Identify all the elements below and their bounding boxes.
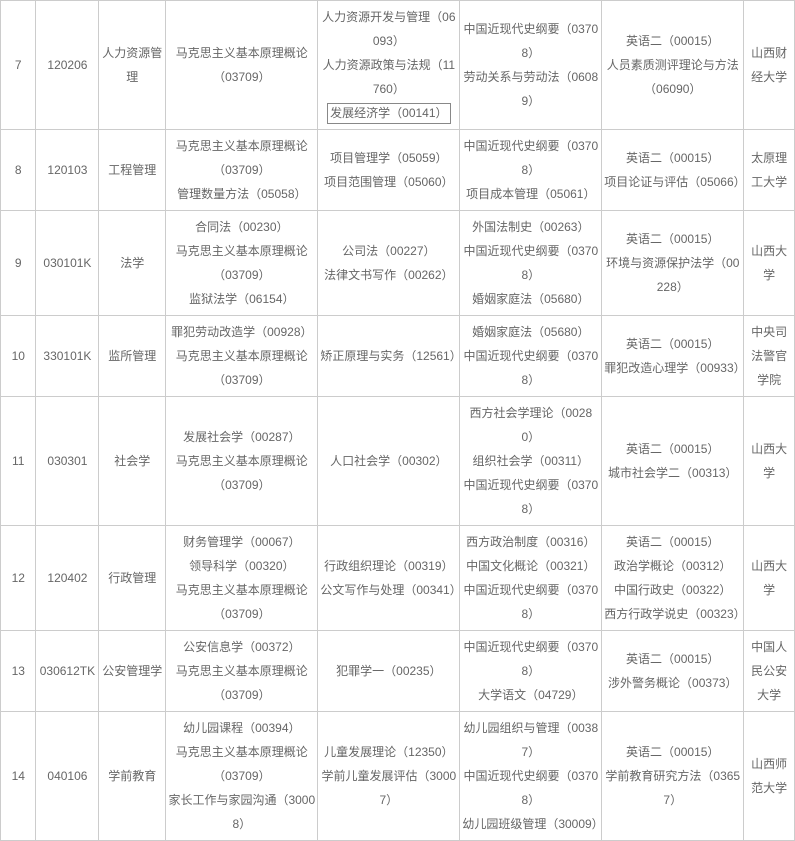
table-cell: 合同法（00230）马克思主义基本原理概论（03709）监狱法学（06154）	[166, 211, 318, 316]
table-cell: 社会学	[99, 397, 166, 526]
table-cell: 行政管理	[99, 526, 166, 631]
table-row: 8120103工程管理马克思主义基本原理概论（03709）管理数量方法（0505…	[1, 130, 795, 211]
table-cell: 7	[1, 1, 36, 130]
table-cell: 马克思主义基本原理概论（03709）	[166, 1, 318, 130]
table-row: 9030101K法学合同法（00230）马克思主义基本原理概论（03709）监狱…	[1, 211, 795, 316]
table-cell: 英语二（00015）环境与资源保护法学（00228）	[602, 211, 744, 316]
table-cell: 英语二（00015）涉外警务概论（00373）	[602, 631, 744, 712]
table-cell: 英语二（00015）政治学概论（00312）中国行政史（00322）西方行政学说…	[602, 526, 744, 631]
table-cell: 财务管理学（00067）领导科学（00320）马克思主义基本原理概论（03709…	[166, 526, 318, 631]
table-cell: 监所管理	[99, 316, 166, 397]
table-cell: 英语二（00015）城市社会学二（00313）	[602, 397, 744, 526]
table-cell: 西方社会学理论（00280）组织社会学（00311）中国近现代史纲要（03708…	[460, 397, 602, 526]
table-cell: 人口社会学（00302）	[318, 397, 460, 526]
table-cell: 14	[1, 712, 36, 841]
table-row: 13030612TK公安管理学公安信息学（00372）马克思主义基本原理概论（0…	[1, 631, 795, 712]
table-cell: 外国法制史（00263）中国近现代史纲要（03708）婚姻家庭法（05680）	[460, 211, 602, 316]
table-cell: 030612TK	[36, 631, 99, 712]
table-cell: 040106	[36, 712, 99, 841]
table-cell: 中国近现代史纲要（03708）大学语文（04729）	[460, 631, 602, 712]
table-cell: 330101K	[36, 316, 99, 397]
table-cell: 公安管理学	[99, 631, 166, 712]
table-cell: 幼儿园课程（00394）马克思主义基本原理概论（03709）家长工作与家园沟通（…	[166, 712, 318, 841]
table-row: 11030301社会学发展社会学（00287）马克思主义基本原理概论（03709…	[1, 397, 795, 526]
table-cell: 公司法（00227）法律文书写作（00262）	[318, 211, 460, 316]
table-cell: 英语二（00015）罪犯改造心理学（00933）	[602, 316, 744, 397]
table-cell: 120103	[36, 130, 99, 211]
table-cell: 工程管理	[99, 130, 166, 211]
table-cell: 山西大学	[744, 211, 795, 316]
table-cell: 13	[1, 631, 36, 712]
table-cell: 山西大学	[744, 526, 795, 631]
table-cell: 西方政治制度（00316）中国文化概论（00321）中国近现代史纲要（03708…	[460, 526, 602, 631]
table-cell: 10	[1, 316, 36, 397]
table-cell: 山西大学	[744, 397, 795, 526]
table-row: 10330101K监所管理罪犯劳动改造学（00928）马克思主义基本原理概论（0…	[1, 316, 795, 397]
table-cell: 120206	[36, 1, 99, 130]
table-cell: 120402	[36, 526, 99, 631]
table-cell: 英语二（00015）项目论证与评估（05066）	[602, 130, 744, 211]
table-cell: 030101K	[36, 211, 99, 316]
table-cell: 婚姻家庭法（05680）中国近现代史纲要（03708）	[460, 316, 602, 397]
table-cell: 英语二（00015）学前教育研究方法（03657）	[602, 712, 744, 841]
table-cell: 中国人民公安大学	[744, 631, 795, 712]
table-cell: 11	[1, 397, 36, 526]
table-row: 14040106学前教育幼儿园课程（00394）马克思主义基本原理概论（0370…	[1, 712, 795, 841]
highlighted-text: 发展经济学（00141）	[328, 104, 449, 123]
table-cell: 8	[1, 130, 36, 211]
table-cell: 030301	[36, 397, 99, 526]
table-cell: 人力资源开发与管理（06093）人力资源政策与法规（11760）发展经济学（00…	[318, 1, 460, 130]
table-cell: 罪犯劳动改造学（00928）马克思主义基本原理概论（03709）	[166, 316, 318, 397]
table-cell: 幼儿园组织与管理（00387）中国近现代史纲要（03708）幼儿园班级管理（30…	[460, 712, 602, 841]
table-cell: 发展社会学（00287）马克思主义基本原理概论（03709）	[166, 397, 318, 526]
table-row: 12120402行政管理财务管理学（00067）领导科学（00320）马克思主义…	[1, 526, 795, 631]
table-cell: 儿童发展理论（12350）学前儿童发展评估（30007）	[318, 712, 460, 841]
table-cell: 学前教育	[99, 712, 166, 841]
table-cell: 公安信息学（00372）马克思主义基本原理概论（03709）	[166, 631, 318, 712]
table-cell: 中国近现代史纲要（03708）劳动关系与劳动法（06089）	[460, 1, 602, 130]
table-cell: 矫正原理与实务（12561）	[318, 316, 460, 397]
table-cell: 项目管理学（05059）项目范围管理（05060）	[318, 130, 460, 211]
table-cell: 山西师范大学	[744, 712, 795, 841]
course-table: 7120206人力资源管理马克思主义基本原理概论（03709）人力资源开发与管理…	[0, 0, 795, 841]
table-cell: 犯罪学一（00235）	[318, 631, 460, 712]
table-cell: 山西财经大学	[744, 1, 795, 130]
table-cell: 英语二（00015）人员素质测评理论与方法（06090）	[602, 1, 744, 130]
table-cell: 马克思主义基本原理概论（03709）管理数量方法（05058）	[166, 130, 318, 211]
table-cell: 9	[1, 211, 36, 316]
table-cell: 中央司法警官学院	[744, 316, 795, 397]
table-cell: 12	[1, 526, 36, 631]
table-cell: 中国近现代史纲要（03708）项目成本管理（05061）	[460, 130, 602, 211]
table-cell: 法学	[99, 211, 166, 316]
table-cell: 太原理工大学	[744, 130, 795, 211]
table-cell: 人力资源管理	[99, 1, 166, 130]
table-cell: 行政组织理论（00319）公文写作与处理（00341）	[318, 526, 460, 631]
table-row: 7120206人力资源管理马克思主义基本原理概论（03709）人力资源开发与管理…	[1, 1, 795, 130]
